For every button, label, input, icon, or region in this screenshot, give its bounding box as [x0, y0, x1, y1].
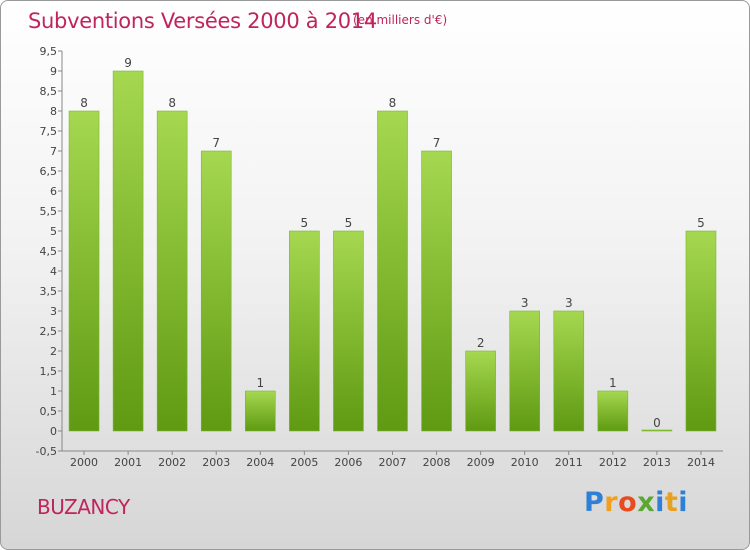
bar-2001: [112, 70, 144, 432]
y-tick-label: 1,5: [40, 365, 58, 378]
value-label: 1: [256, 376, 264, 390]
y-tick-label: 8,5: [40, 85, 58, 98]
chart-title: Subventions Versées 2000 à 2014: [28, 9, 377, 33]
bar-2002: [156, 110, 188, 432]
logo-letter: i: [655, 487, 665, 518]
bar-2007: [377, 110, 408, 432]
bar-2012: [597, 390, 629, 432]
value-label: 8: [389, 96, 397, 110]
x-tick-label: 2000: [70, 456, 98, 469]
bar-2014: [685, 230, 717, 432]
bar-2008: [421, 150, 452, 432]
bar-2004: [245, 390, 276, 432]
value-label: 5: [301, 216, 309, 230]
chart-subtitle: (en milliers d'€): [353, 13, 448, 27]
value-label: 9: [124, 56, 132, 70]
bar-2006: [333, 230, 364, 432]
chart-bars: [68, 70, 717, 432]
x-tick-label: 2008: [423, 456, 451, 469]
y-tick-label: 3: [50, 305, 57, 318]
y-tick-label: 6: [50, 185, 57, 198]
bar-2009: [465, 350, 496, 432]
logo-letter: t: [664, 487, 679, 518]
y-tick-label: 6,5: [40, 165, 58, 178]
x-tick-label: 2002: [158, 456, 186, 469]
x-tick-label: 2007: [379, 456, 407, 469]
y-tick-label: -0,5: [36, 445, 57, 458]
bar-2011: [553, 310, 585, 432]
x-tick-label: 2005: [290, 456, 318, 469]
y-tick-label: 5,5: [40, 205, 58, 218]
y-tick-label: 1: [50, 385, 57, 398]
value-label: 7: [212, 136, 220, 150]
y-tick-label: 7,5: [40, 125, 58, 138]
x-tick-label: 2011: [555, 456, 583, 469]
x-tick-label: 2013: [643, 456, 671, 469]
value-label: 8: [80, 96, 88, 110]
y-tick-label: 5: [50, 225, 57, 238]
bar-2003: [200, 150, 232, 432]
bar-2010: [509, 310, 541, 432]
value-label: 3: [565, 296, 573, 310]
value-label: 0: [653, 416, 661, 430]
y-tick-label: 9,5: [40, 45, 58, 58]
x-tick-label: 2009: [467, 456, 495, 469]
x-tick-label: 2004: [246, 456, 274, 469]
x-tick-label: 2012: [599, 456, 627, 469]
y-tick-label: 0: [50, 425, 57, 438]
value-label: 3: [521, 296, 529, 310]
commune-name: BUZANCY: [37, 495, 130, 519]
y-tick-label: 0,5: [40, 405, 58, 418]
value-label: 2: [477, 336, 485, 350]
x-tick-label: 2010: [511, 456, 539, 469]
logo-letter: o: [618, 487, 638, 518]
proxiti-logo: Proxiti: [584, 487, 688, 518]
logo-letter: x: [637, 487, 656, 518]
value-label: 5: [345, 216, 353, 230]
y-tick-label: 3,5: [40, 285, 58, 298]
logo-letter: i: [678, 487, 689, 518]
x-tick-label: 2001: [114, 456, 142, 469]
logo-letter: r: [604, 487, 619, 518]
bar-2005: [289, 230, 320, 432]
value-label: 8: [168, 96, 176, 110]
value-label: 7: [433, 136, 441, 150]
x-tick-label: 2014: [687, 456, 715, 469]
value-label: 5: [697, 216, 705, 230]
chart-value-labels: 8 9 8 7 1 5 5 8 7 2 3 3 1 0 5: [80, 56, 705, 430]
y-tick-label: 4,5: [40, 245, 58, 258]
y-tick-label: 7: [50, 145, 57, 158]
bar-2013: [641, 429, 673, 432]
y-tick-label: 2: [50, 345, 57, 358]
bar-2000: [68, 110, 100, 432]
y-tick-label: 4: [50, 265, 57, 278]
value-label: 1: [609, 376, 617, 390]
chart-axes: -0,5 0 0,5 1 1,5 2 2,5 3 3,5 4 4,5 5 5,5 6 6,5 7 7,5 8 8,5…: [36, 45, 723, 469]
y-tick-label: 9: [50, 65, 57, 78]
logo-letter: P: [584, 487, 605, 518]
x-tick-label: 2003: [202, 456, 230, 469]
y-tick-label: 2,5: [40, 325, 58, 338]
x-tick-label: 2006: [334, 456, 362, 469]
y-tick-label: 8: [50, 105, 57, 118]
